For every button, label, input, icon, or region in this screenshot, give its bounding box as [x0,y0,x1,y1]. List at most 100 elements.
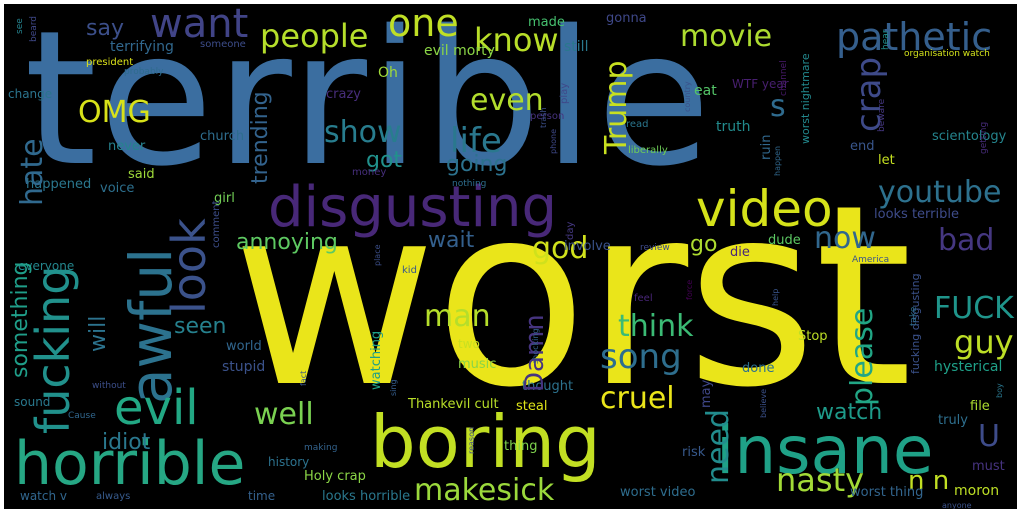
word-happened: happened [26,177,92,192]
word-involve: involve [564,239,611,254]
word-cruel: cruel [600,381,675,416]
word-comment: comment [211,200,222,248]
word-god: god [532,231,589,266]
word-dude: dude [768,233,801,248]
word-worst-video: worst video [620,485,696,500]
word-look: look [162,218,216,314]
word-worst-thing: worst thing [850,485,924,500]
word-truly: truly [938,413,968,428]
word-beard: beard [29,15,39,42]
word-idiot: idiot [102,430,151,455]
word-trending: trending [248,91,273,184]
word-thought: thought [522,379,574,394]
word-cause: Cause [68,411,96,421]
word-two: two [458,337,480,351]
word-believe: believe [759,388,768,418]
word-done: done [742,361,775,376]
word-hear: hear [881,29,891,50]
word-happen: happen [773,145,782,176]
word-read: read [626,119,649,130]
word-fuck: FUCK [934,291,1014,326]
word-music: music [458,357,497,372]
word-hysterical: hysterical [934,359,1003,375]
word-probably: probably [124,67,164,77]
word-making: making [304,443,338,453]
word-terrifying: terrifying [110,39,174,55]
word-one: one [388,4,459,45]
word-shocking: shocking [531,328,540,364]
word-going: going [446,152,508,177]
word-cloud: terrible worst disgusting boring horribl… [4,4,1017,509]
word-wait: wait [428,228,475,253]
word-movie: movie [680,19,773,54]
word-force: force [685,279,694,300]
word-stupid: stupid [222,359,266,375]
word-without: without [92,381,126,391]
word-money: money [352,167,387,178]
word-may: may [699,379,714,408]
word-reason: reason [467,426,476,454]
word-never: never [108,139,146,154]
word-place: place [373,244,382,266]
word-guy: guy [954,323,1014,361]
word-steal: steal [516,399,548,414]
word-scientology: scientology [932,129,1007,144]
word-trash: trash [539,107,548,128]
word-america: America [852,255,890,265]
word-even: even [470,83,544,118]
word-worst: worst [232,151,912,442]
word-kid: kid [402,265,417,276]
word-oh: Oh [378,65,398,81]
word-fact: fact [299,370,308,386]
word-boy: boy [995,383,1004,398]
word-show: show [324,115,402,150]
word-thankevil-cult: Thankevil cult [408,397,499,412]
word-crazy: crazy [326,87,361,102]
word-s: s [770,89,786,124]
word-go: go [690,232,718,257]
word-watch: watch [816,400,883,425]
word-song: song [600,337,682,377]
word-well: well [254,397,314,432]
word-please: please [845,307,880,406]
word-need: need [701,409,736,484]
word-still: still [564,39,589,55]
word-disgusting: disgusting [268,175,558,240]
word-history: history [268,455,310,469]
word-omg: OMG [78,95,151,130]
word-something: something [8,261,33,378]
word-die: die [730,245,750,260]
word-now: now [814,221,876,256]
word-seen: seen [174,314,227,339]
word-say: say [86,16,124,41]
word-n-n: n n [908,466,950,496]
word-evil-morty: evil morty [424,43,495,59]
word-let: let [878,153,895,168]
word-president: president [86,57,134,68]
word-channel: channel [779,60,789,96]
word-change: change [8,87,53,101]
word-nothing: nothing [452,179,487,189]
word-time: time [248,489,276,503]
word-sing: sing [389,379,398,396]
word-looks-horrible: looks horrible [322,489,411,504]
word-youtube: youtube [878,175,1002,210]
word-liberally: liberally [628,145,668,156]
word-think: think [618,309,694,344]
word-life: life [450,121,502,161]
word-annoying: annoying [236,230,338,255]
word-terrible: terrible [24,4,713,207]
word-thing: thing [504,439,538,454]
word-risk: risk [682,445,706,460]
word-end: end [850,139,875,154]
word-holy-crap: Holy crap [304,469,366,484]
word-always: always [96,491,131,502]
word-gonna: gonna [606,11,647,26]
word-review: review [640,243,670,253]
word-day: day [565,221,576,240]
word-people: people [260,17,369,55]
word-know: know [474,21,559,59]
word-makesick: makesick [414,473,555,508]
word-evil: evil [114,380,199,436]
word-ruin: ruin [759,134,774,160]
